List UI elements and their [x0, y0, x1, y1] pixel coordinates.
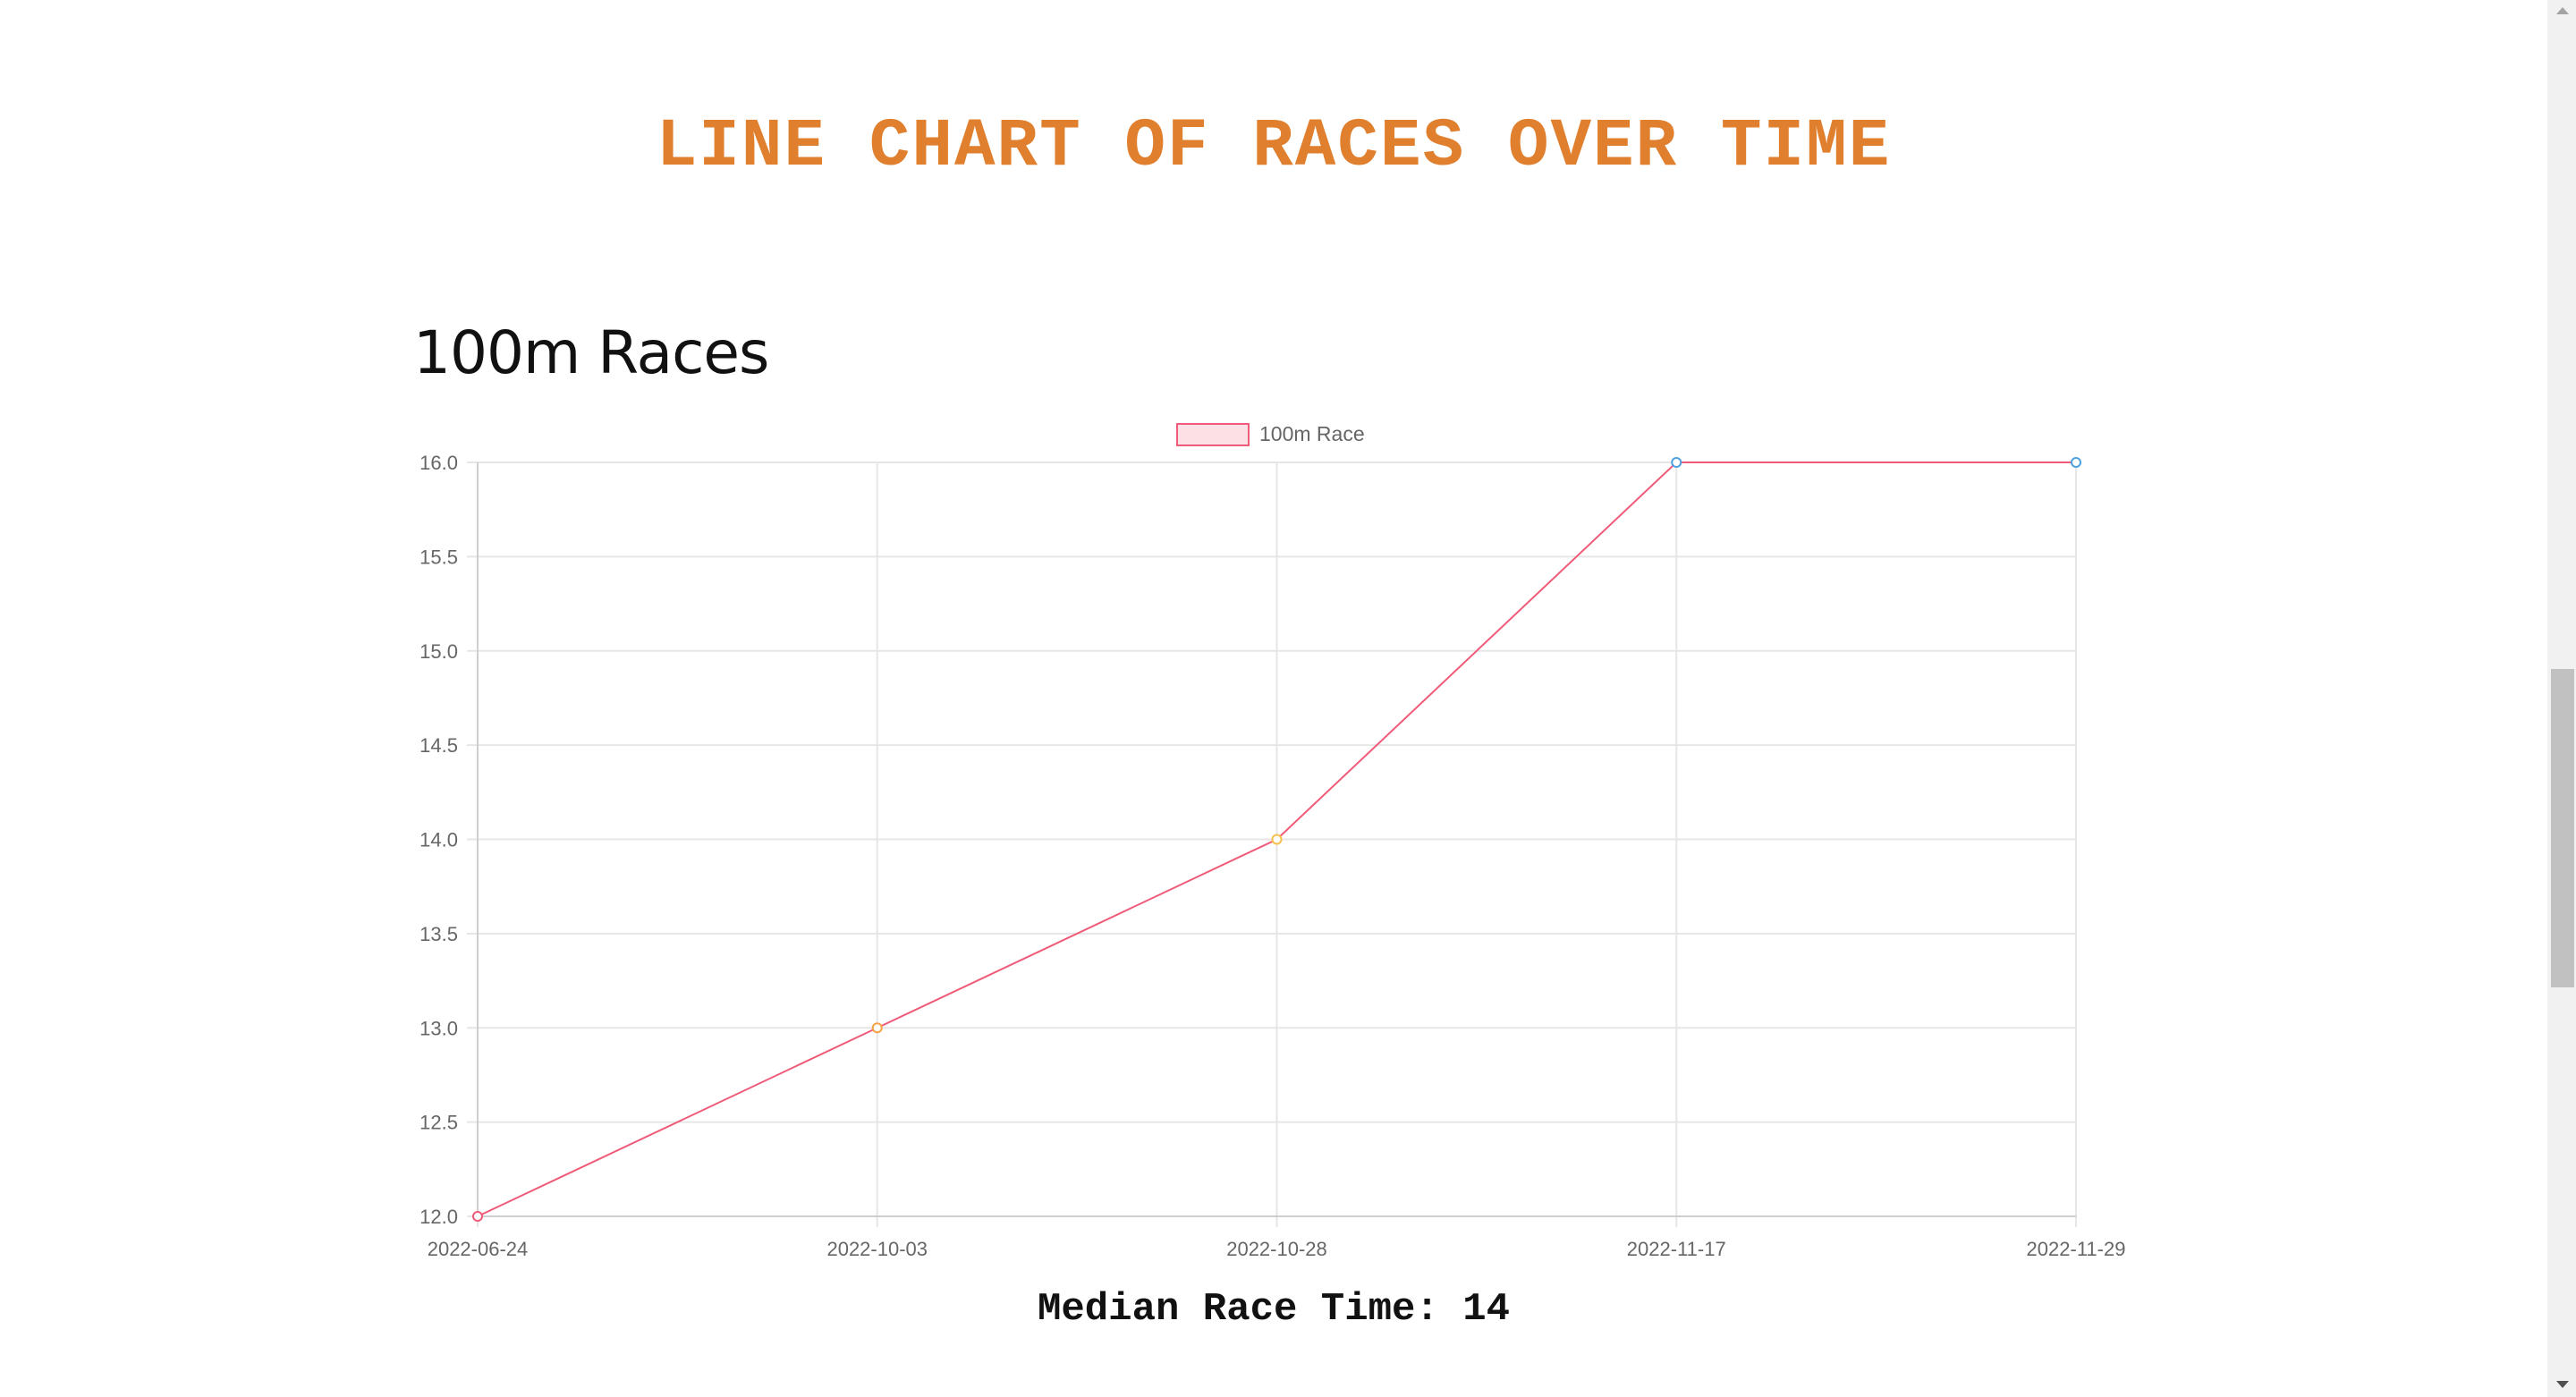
- y-tick-label: 15.5: [419, 546, 458, 568]
- y-tick-label: 16.0: [419, 452, 458, 474]
- median-race-time: Median Race Time: 14: [1037, 1287, 1511, 1332]
- legend-label[interactable]: 100m Race: [1259, 422, 1365, 445]
- section-title: 100m Races: [413, 318, 769, 387]
- y-tick-label: 14.5: [419, 734, 458, 757]
- scroll-down-arrow-icon[interactable]: [2556, 1381, 2569, 1388]
- scroll-up-arrow-icon[interactable]: [2556, 7, 2569, 14]
- data-point[interactable]: [871, 1022, 883, 1034]
- x-tick-label: 2022-11-17: [1627, 1238, 1726, 1260]
- x-tick-label: 2022-06-24: [428, 1238, 529, 1260]
- data-point[interactable]: [1671, 457, 1682, 468]
- x-tick-label: 2022-11-29: [2027, 1238, 2126, 1260]
- data-point[interactable]: [1271, 834, 1283, 845]
- page-title: LINE CHART OF RACES OVER TIME: [656, 108, 1892, 185]
- y-tick-label: 13.5: [419, 923, 458, 945]
- y-tick-label: 12.5: [419, 1112, 458, 1134]
- y-tick-label: 12.0: [419, 1206, 458, 1228]
- y-tick-label: 14.0: [419, 829, 458, 851]
- y-tick-label: 15.0: [419, 640, 458, 663]
- chart-grid: [467, 461, 2077, 1227]
- vertical-scrollbar[interactable]: [2547, 0, 2576, 1397]
- chart-series: [472, 457, 2081, 1222]
- x-tick-label: 2022-10-28: [1226, 1238, 1327, 1260]
- scrollbar-thumb[interactable]: [2551, 669, 2574, 987]
- y-tick-label: 13.0: [419, 1017, 458, 1039]
- line-chart: 100m Race 12.0 12.5 13.0 13.5 14.0 14.5 15.0 15…: [419, 422, 2125, 1260]
- legend-swatch[interactable]: [1176, 423, 1250, 446]
- chart-tick-labels: 12.0 12.5 13.0 13.5 14.0 14.5 15.0 15.5 16.0 2022…: [419, 452, 2125, 1260]
- chart-legend[interactable]: 100m Race: [1176, 422, 1365, 446]
- data-point[interactable]: [2071, 457, 2081, 468]
- x-tick-label: 2022-10-03: [826, 1238, 928, 1260]
- data-point[interactable]: [472, 1211, 483, 1222]
